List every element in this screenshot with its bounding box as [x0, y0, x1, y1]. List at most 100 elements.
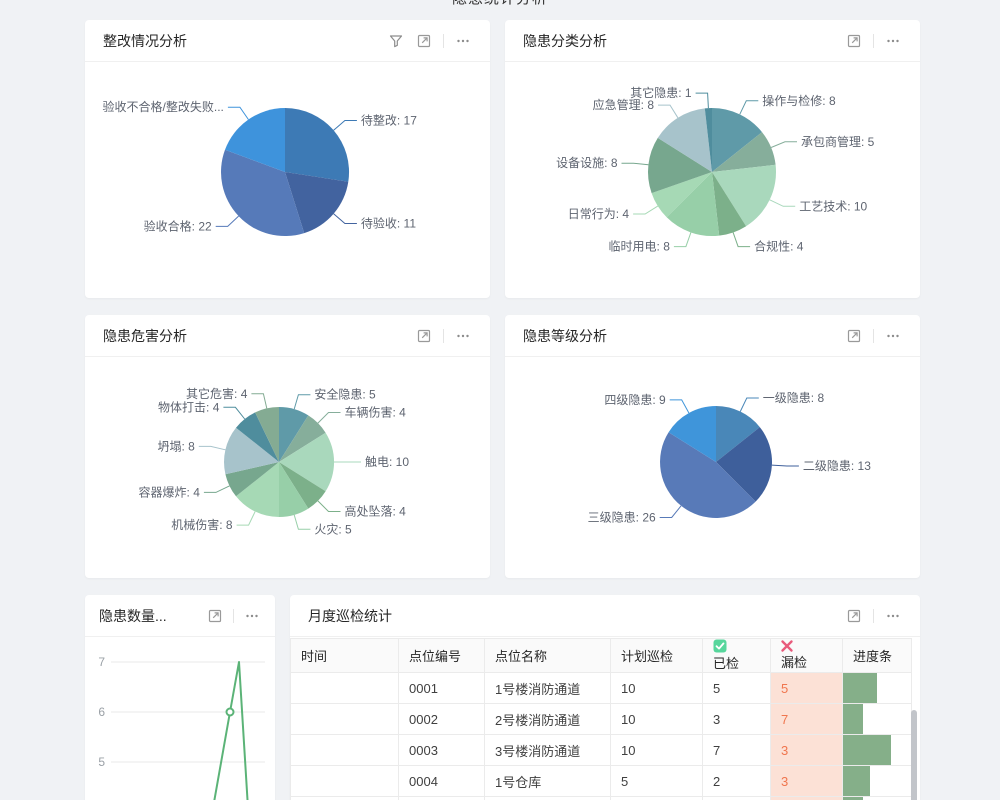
inspection-table-body: 时间 点位编号 点位名称 计划巡检 已检 漏检 进度条 0001 1号楼消防通道 10 5 5 0002…: [290, 637, 920, 800]
more-icon[interactable]: [884, 327, 902, 345]
pie-slice-二级隐患[interactable]: [716, 427, 773, 502]
code-cell: [398, 796, 485, 800]
y-tick-label: 7: [98, 655, 105, 669]
filter-icon[interactable]: [387, 32, 405, 50]
pie-slice-三级隐患[interactable]: [660, 432, 756, 518]
pie-slice-车辆伤害[interactable]: [279, 415, 326, 462]
table-row[interactable]: 0003 3号楼消防通道 10 7 3: [290, 734, 912, 766]
card-header: 月度巡检统计: [290, 595, 920, 637]
pie-chart-rectification: 待整改: 17 待验收: 11 验收合格: 22 验收不合格/整改失败...: [85, 62, 490, 298]
label-line: [732, 232, 751, 248]
missed-cell: [770, 796, 843, 800]
planned-cell: [610, 796, 703, 800]
divider: [443, 328, 444, 343]
pie-label: 触电: 10: [365, 455, 409, 469]
pie-slice-待验收[interactable]: [285, 172, 349, 234]
label-line: [621, 162, 649, 166]
pie-label: 承包商管理: 5: [801, 134, 875, 149]
pie-slice-安全隐患[interactable]: [279, 406, 309, 462]
inspection-table: 时间 点位编号 点位名称 计划巡检 已检 漏检 进度条 0001 1号楼消防通道 10 5 5 0002…: [290, 638, 912, 800]
table-row[interactable]: 0004 1号仓库 5 2 3: [290, 765, 912, 797]
progress-bar: [843, 704, 864, 734]
data-point-marker[interactable]: [225, 707, 235, 717]
pie-slice-机械伤害[interactable]: [236, 462, 279, 517]
pie-slice-触电[interactable]: [279, 432, 335, 492]
pie-slice-验收不合格/整改失败[interactable]: [225, 108, 285, 172]
page-title: 隐患统计分析: [0, 0, 1000, 8]
pie-slice-工艺技术[interactable]: [712, 164, 777, 227]
label-line: [769, 199, 796, 207]
more-icon[interactable]: [454, 32, 472, 50]
pie-slice-设备设施[interactable]: [647, 137, 712, 194]
card-header: 隐患分类分析: [505, 20, 920, 62]
time-cell: [290, 734, 399, 766]
column-header-计划巡检: 计划巡检: [610, 638, 703, 673]
more-icon[interactable]: [884, 607, 902, 625]
pie-slice-承包商管理[interactable]: [712, 132, 776, 172]
export-icon[interactable]: [415, 327, 433, 345]
pie-label: 其它隐患: 1: [630, 85, 692, 100]
pie-label: 日常行为: 4: [568, 207, 630, 221]
pie-slice-四级隐患[interactable]: [668, 406, 716, 462]
pie-label: 高处坠落: 4: [345, 504, 407, 519]
label-line: [669, 399, 690, 414]
checked-cell: 7: [702, 734, 771, 766]
pie-label: 验收合格: 22: [144, 218, 212, 233]
time-cell: [290, 672, 399, 704]
more-icon[interactable]: [243, 607, 261, 625]
pie-label: 工艺技术: 10: [799, 199, 867, 213]
pie-label: 机械伤害: 8: [171, 517, 233, 532]
code-cell: 0001: [398, 672, 485, 704]
pie-slice-待整改[interactable]: [285, 107, 350, 182]
label-line: [333, 120, 357, 131]
pie-slice-坍塌[interactable]: [224, 427, 279, 475]
table-row[interactable]: [290, 796, 912, 800]
progress-bar: [843, 797, 864, 800]
more-icon[interactable]: [884, 32, 902, 50]
pie-slice-火灾[interactable]: [279, 462, 309, 518]
table-row[interactable]: 0002 2号楼消防通道 10 3 7: [290, 703, 912, 735]
pie-slice-其它危害[interactable]: [255, 406, 279, 462]
pie-slice-应急管理[interactable]: [657, 108, 712, 172]
pie-slice-一级隐患[interactable]: [716, 406, 760, 462]
pie-slice-高处坠落[interactable]: [279, 462, 326, 509]
label-line: [223, 406, 246, 420]
label-line: [739, 100, 759, 115]
missed-cell: 7: [770, 703, 843, 735]
pie-label: 四级隐患: 9: [604, 393, 666, 407]
checked-cell: [702, 796, 771, 800]
label-line: [293, 514, 311, 530]
progress-cell: [842, 734, 912, 766]
checked-cell: 2: [702, 765, 771, 797]
card-header: 隐患危害分析: [85, 315, 490, 357]
table-row[interactable]: 0001 1号楼消防通道 10 5 5: [290, 672, 912, 704]
pie-slice-操作与检修[interactable]: [712, 108, 762, 172]
label-line: [673, 232, 692, 248]
pie-slice-合规性[interactable]: [712, 172, 747, 236]
divider: [873, 608, 874, 623]
label-line: [771, 464, 799, 467]
pie-slice-物体打击[interactable]: [236, 412, 279, 462]
export-icon[interactable]: [845, 32, 863, 50]
pie-slice-容器爆炸[interactable]: [225, 462, 279, 497]
more-icon[interactable]: [454, 327, 472, 345]
card-title: 隐患等级分析: [523, 327, 607, 344]
code-cell: 0003: [398, 734, 485, 766]
pie-slice-日常行为[interactable]: [651, 172, 712, 218]
export-icon[interactable]: [845, 607, 863, 625]
divider: [443, 33, 444, 48]
name-cell: 1号仓库: [484, 765, 611, 797]
export-icon[interactable]: [845, 327, 863, 345]
missed-cell: 3: [770, 734, 843, 766]
card-level: 隐患等级分析 一级隐患: 8 二级隐患: 13 三级隐患: 26 四级隐患: 9: [505, 315, 920, 578]
table-scrollbar[interactable]: [911, 710, 917, 800]
export-icon[interactable]: [415, 32, 433, 50]
time-cell: [290, 765, 399, 797]
pie-slice-临时用电[interactable]: [666, 172, 720, 237]
column-header-点位名称: 点位名称: [484, 638, 611, 673]
pie-slice-验收合格[interactable]: [221, 149, 305, 237]
export-icon[interactable]: [206, 607, 224, 625]
pie-slice-其它隐患[interactable]: [704, 107, 712, 172]
label-line: [633, 205, 659, 215]
